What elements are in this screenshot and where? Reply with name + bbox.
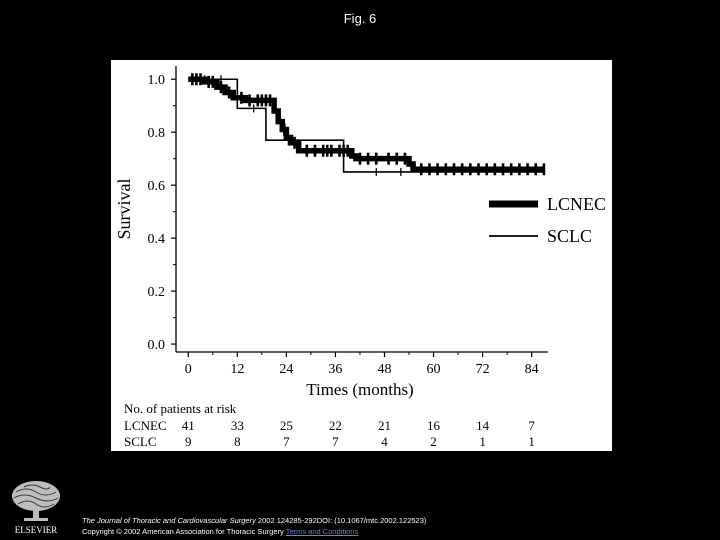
risk-value-lcnec: 25 xyxy=(280,418,293,433)
risk-value-lcnec: 41 xyxy=(182,418,195,433)
risk-value-lcnec: 14 xyxy=(476,418,490,433)
citation: The Journal of Thoracic and Cardiovascul… xyxy=(82,515,426,537)
y-tick-label: 0.2 xyxy=(148,285,166,300)
x-tick-label: 12 xyxy=(230,362,244,377)
y-tick-label: 0.4 xyxy=(148,232,166,247)
x-tick-label: 72 xyxy=(476,362,490,377)
y-tick-label: 0.6 xyxy=(148,179,166,194)
terms-link[interactable]: Terms and Conditions xyxy=(285,527,359,536)
axes: 0.0 0.2 0.4 0.6 0.8 1.0 0 12 24 36 48 60 72 84 Times (… xyxy=(114,66,548,399)
risk-row-label-lcnec: LCNEC xyxy=(124,418,167,433)
y-tick-label: 1.0 xyxy=(148,73,166,88)
citation-line-2: Copyright © 2002 American Association fo… xyxy=(82,526,426,537)
risk-value-lcnec: 21 xyxy=(378,418,391,433)
risk-row-label-sclc: SCLC xyxy=(124,434,157,449)
risk-value-sclc: 7 xyxy=(283,434,290,449)
risk-value-sclc: 8 xyxy=(234,434,241,449)
series-layer xyxy=(188,73,546,176)
x-tick-label: 60 xyxy=(427,362,441,377)
copyright-text: Copyright © 2002 American Association fo… xyxy=(82,527,286,536)
x-tick-label: 0 xyxy=(185,362,192,377)
x-axis-label: Times (months) xyxy=(306,380,414,399)
y-tick-label: 0.0 xyxy=(148,338,166,353)
x-tick-label: 36 xyxy=(328,362,342,377)
risk-value-sclc: 4 xyxy=(381,434,388,449)
legend-label-lcnec: LCNEC xyxy=(547,194,606,214)
y-axis-label: Survival xyxy=(114,179,134,240)
legend-label-sclc: SCLC xyxy=(547,226,592,246)
citation-line-1: The Journal of Thoracic and Cardiovascul… xyxy=(82,515,426,526)
risk-table-title: No. of patients at risk xyxy=(124,401,237,416)
risk-value-sclc: 1 xyxy=(528,434,535,449)
legend: LCNEC SCLC xyxy=(489,194,606,246)
x-tick-label: 24 xyxy=(279,362,293,377)
lcnec-curve xyxy=(188,76,544,173)
y-tick-label: 0.8 xyxy=(148,126,166,141)
citation-ref: 2002 124285-292DOI: (10.1067/mtc.2002.12… xyxy=(255,516,427,525)
journal-name: The Journal of Thoracic and Cardiovascul… xyxy=(82,516,256,525)
risk-value-lcnec: 22 xyxy=(329,418,342,433)
risk-value-lcnec: 7 xyxy=(528,418,535,433)
risk-value-sclc: 2 xyxy=(430,434,437,449)
figure-panel: 0.0 0.2 0.4 0.6 0.8 1.0 0 12 24 36 48 60 72 84 Times (… xyxy=(111,60,612,451)
x-tick-label: 84 xyxy=(525,362,539,377)
risk-value-sclc: 7 xyxy=(332,434,339,449)
risk-value-lcnec: 33 xyxy=(231,418,244,433)
elsevier-tree-logo: ELSEVIER xyxy=(6,478,66,536)
risk-value-sclc: 9 xyxy=(185,434,192,449)
figure-title: Fig. 6 xyxy=(343,11,377,26)
publisher-name: ELSEVIER xyxy=(15,525,58,535)
risk-value-sclc: 1 xyxy=(479,434,486,449)
sclc-curve xyxy=(188,78,544,173)
risk-value-lcnec: 16 xyxy=(427,418,441,433)
x-tick-label: 48 xyxy=(377,362,391,377)
